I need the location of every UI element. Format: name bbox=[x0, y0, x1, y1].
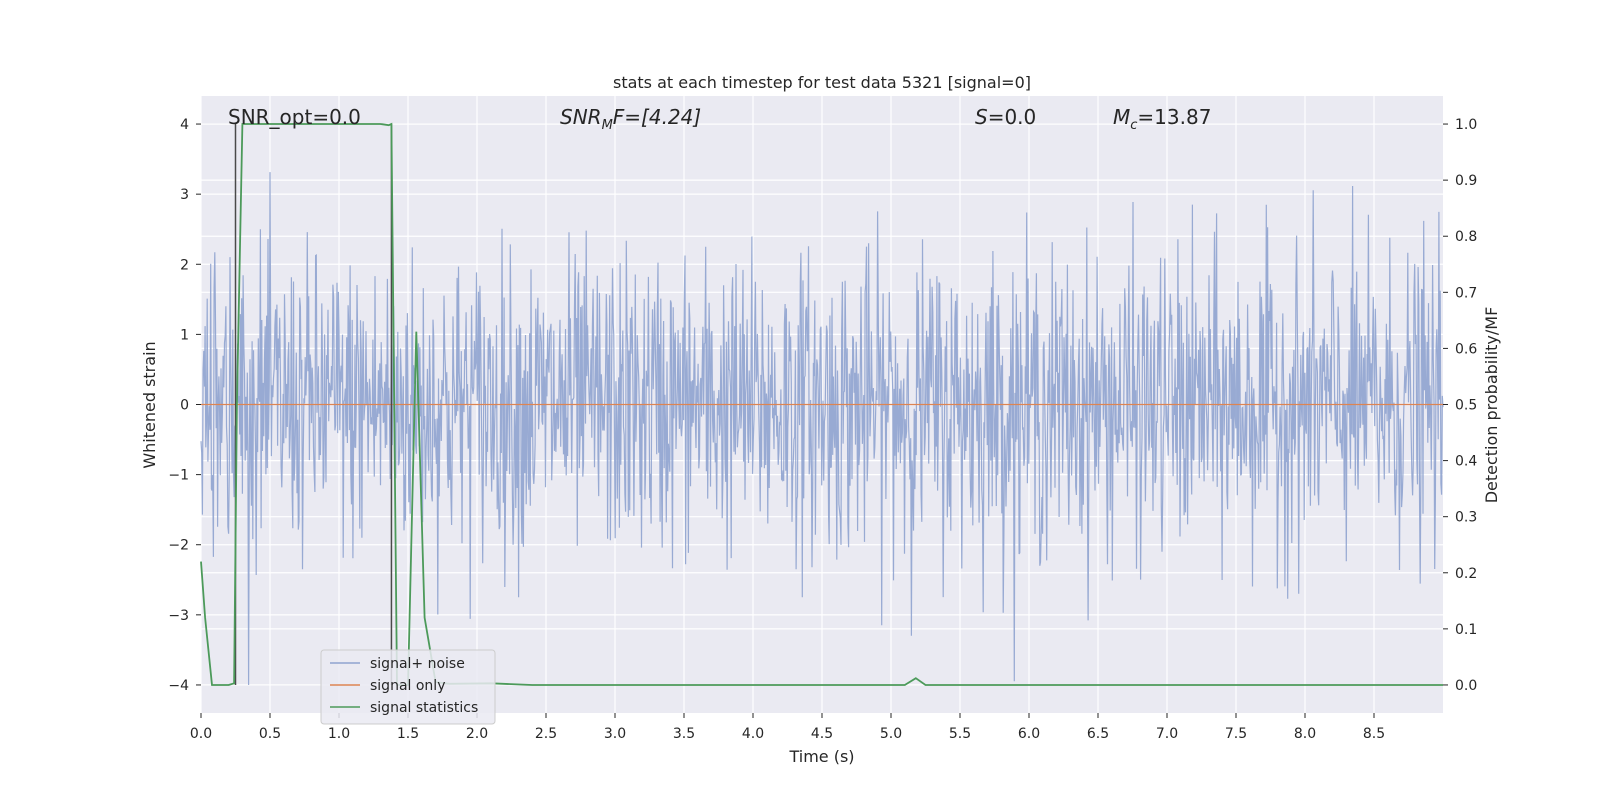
y2-tick-label-6: 0.4 bbox=[1455, 454, 1477, 470]
x-tick-label-11: 5.5 bbox=[949, 726, 971, 742]
legend-box bbox=[320, 649, 496, 725]
legend-label-signal-only: signal only bbox=[370, 678, 445, 694]
y-tick-label-4: 0 bbox=[180, 398, 189, 414]
y2-tick-label-10: 0.0 bbox=[1455, 678, 1477, 694]
x-tick-label-8: 4.0 bbox=[742, 726, 764, 742]
x-tick-label-13: 6.5 bbox=[1087, 726, 1109, 742]
annotation-snr-mf: SNRMF=[4.24] bbox=[560, 105, 701, 133]
y2-tick-label-4: 0.6 bbox=[1455, 341, 1477, 357]
series-signal-noise bbox=[200, 172, 1444, 686]
x-tick-label-14: 7.0 bbox=[1156, 726, 1178, 742]
x-axis-ticks: 0.0 0.5 1.0 1.5 2.0 2.5 3.0 3.5 4.0 4.5 5.0 5.5 6.0 6… bbox=[190, 713, 1385, 742]
x-tick-label-12: 6.0 bbox=[1018, 726, 1040, 742]
y-tick-label-8: −4 bbox=[168, 678, 189, 694]
x-axis-title: Time (s) bbox=[788, 747, 854, 766]
x-tick-label-4: 2.0 bbox=[466, 726, 488, 742]
legend-label-signal-noise: signal+ noise bbox=[370, 656, 465, 672]
x-tick-label-17: 8.5 bbox=[1363, 726, 1385, 742]
x-tick-label-10: 5.0 bbox=[880, 726, 902, 742]
chart-title: stats at each timestep for test data 532… bbox=[613, 73, 1031, 92]
y-tick-label-5: −1 bbox=[168, 468, 189, 484]
annotation-snr-mf-main: SNR bbox=[560, 105, 602, 129]
y2-axis-ticks: 1.0 0.9 0.8 0.7 0.6 0.5 0.4 0.3 0.2 0.1 0.0 bbox=[1443, 117, 1477, 694]
y-tick-label-6: −2 bbox=[168, 538, 189, 554]
x-tick-label-15: 7.5 bbox=[1225, 726, 1247, 742]
y-tick-label-1: 3 bbox=[180, 187, 189, 203]
x-tick-label-1: 0.5 bbox=[259, 726, 281, 742]
y2-tick-label-3: 0.7 bbox=[1455, 285, 1477, 301]
annotation-s: S=0.0 bbox=[975, 105, 1036, 129]
x-tick-label-7: 3.5 bbox=[673, 726, 695, 742]
signal-noise-line bbox=[200, 172, 1444, 686]
y-tick-label-2: 2 bbox=[180, 257, 189, 273]
y2-tick-label-5: 0.5 bbox=[1455, 398, 1477, 414]
y-tick-label-7: −3 bbox=[168, 608, 189, 624]
y-tick-label-0: 4 bbox=[180, 117, 189, 133]
annotation-mc-rest: =13.87 bbox=[1137, 105, 1211, 129]
legend: signal+ noise signal only signal statist… bbox=[320, 649, 496, 725]
y2-axis-title: Detection probability/MF bbox=[1482, 307, 1501, 504]
legend-label-signal-statistics: signal statistics bbox=[370, 700, 478, 716]
annotation-mc-sub: c bbox=[1130, 118, 1137, 133]
annotation-s-main: S bbox=[975, 105, 988, 129]
y-axis-title: Whitened strain bbox=[140, 341, 159, 468]
y2-tick-label-9: 0.1 bbox=[1455, 622, 1477, 638]
x-tick-label-9: 4.5 bbox=[811, 726, 833, 742]
x-tick-label-5: 2.5 bbox=[535, 726, 557, 742]
annotation-snr-mf-sub: M bbox=[602, 118, 613, 133]
x-tick-label-6: 3.0 bbox=[604, 726, 626, 742]
x-tick-label-2: 1.0 bbox=[328, 726, 350, 742]
annotation-mc: Mc=13.87 bbox=[1113, 105, 1211, 133]
y-tick-label-3: 1 bbox=[180, 327, 189, 343]
x-tick-label-16: 8.0 bbox=[1294, 726, 1316, 742]
y2-tick-label-0: 1.0 bbox=[1455, 117, 1477, 133]
x-tick-label-3: 1.5 bbox=[397, 726, 419, 742]
y2-tick-label-2: 0.8 bbox=[1455, 229, 1477, 245]
y2-tick-label-1: 0.9 bbox=[1455, 173, 1477, 189]
y2-tick-label-8: 0.2 bbox=[1455, 566, 1477, 582]
annotation-s-rest: =0.0 bbox=[988, 105, 1037, 129]
y2-tick-label-7: 0.3 bbox=[1455, 510, 1477, 526]
y-axis-ticks: 4 3 2 1 0 −1 −2 −3 −4 bbox=[168, 117, 201, 694]
annotation-snr-opt: SNR_opt=0.0 bbox=[228, 105, 361, 129]
annotation-mc-main: M bbox=[1113, 105, 1130, 129]
annotation-snr-mf-rest: F=[4.24] bbox=[613, 105, 701, 129]
x-tick-label-0: 0.0 bbox=[190, 726, 212, 742]
